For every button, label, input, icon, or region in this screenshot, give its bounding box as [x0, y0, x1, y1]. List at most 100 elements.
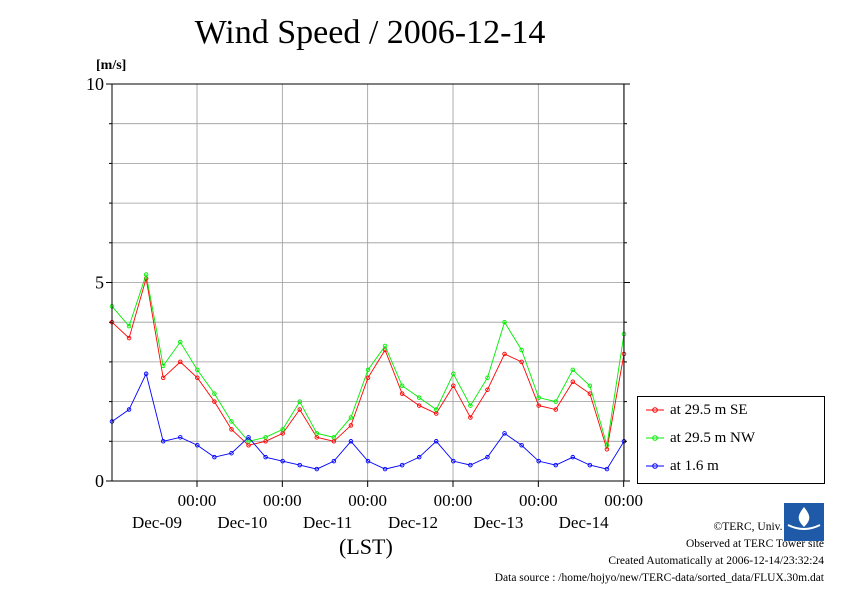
- series-point-2: [246, 435, 251, 440]
- credit-created: Created Automatically at 2006-12-14/23:3…: [608, 555, 824, 567]
- series-point-0: [126, 335, 132, 341]
- chart-title: Wind Speed / 2006-12-14: [194, 14, 546, 51]
- series-point-2: [604, 466, 610, 472]
- series-point-1: [280, 427, 285, 432]
- grid: [112, 84, 625, 481]
- series-point-1: [143, 272, 149, 277]
- series-point-2: [502, 431, 507, 436]
- legend-swatch-low: [646, 461, 664, 471]
- series-point-2: [331, 458, 337, 464]
- series-point-1: [519, 347, 524, 353]
- series-point-2: [178, 435, 183, 440]
- x-tick-time-label: 00:00: [263, 491, 302, 510]
- legend-item-se: at 29.5 m SE: [646, 400, 748, 420]
- y-axis-unit: [m/s]: [96, 58, 127, 73]
- series-point-1: [570, 367, 576, 373]
- series-point-2: [280, 458, 285, 464]
- series-point-1: [297, 399, 302, 404]
- x-tick-time-label: 00:00: [178, 491, 217, 510]
- series-point-1: [126, 323, 132, 329]
- legend-swatch-se: [646, 405, 664, 415]
- series-point-1: [587, 383, 593, 388]
- x-tick-time-label: 00:00: [434, 491, 473, 510]
- series-point-1: [485, 375, 490, 381]
- series-point-2: [399, 462, 405, 468]
- x-tick-time-label: 00:00: [604, 491, 643, 510]
- series-point-0: [468, 415, 473, 420]
- series-point-0: [416, 403, 422, 408]
- series-point-2: [314, 466, 320, 472]
- x-tick-time-label: 00:00: [519, 491, 558, 510]
- legend-item-low: at 1.6 m: [646, 456, 719, 476]
- legend-label-nw: at 29.5 m NW: [670, 429, 755, 446]
- series-2: [109, 371, 627, 472]
- series-point-1: [212, 391, 217, 396]
- series-point-0: [195, 375, 200, 381]
- legend: at 29.5 m SE at 29.5 m NW at 1.6 m: [637, 396, 825, 484]
- series-point-2: [536, 458, 541, 464]
- series-point-0: [365, 375, 371, 381]
- series-point-2: [434, 439, 439, 444]
- series-point-2: [365, 458, 371, 464]
- x-tick-date-label: Dec-13: [473, 513, 523, 532]
- legend-label-se: at 29.5 m SE: [670, 401, 748, 418]
- y-tick-label: 5: [95, 273, 104, 293]
- series-point-1: [536, 395, 541, 400]
- series-point-1: [434, 407, 439, 412]
- series-point-1: [502, 319, 507, 325]
- series-point-2: [143, 371, 149, 377]
- series-point-2: [160, 439, 166, 444]
- series-point-0: [212, 399, 217, 404]
- series-line-0: [111, 278, 625, 450]
- series-point-1: [468, 403, 473, 408]
- series-point-2: [451, 458, 456, 464]
- series-point-1: [553, 399, 558, 404]
- series-point-0: [485, 387, 490, 392]
- series-point-0: [451, 383, 456, 388]
- series-point-2: [212, 454, 217, 460]
- series-point-0: [229, 427, 234, 432]
- series-point-0: [399, 391, 405, 396]
- series-point-0: [160, 375, 166, 381]
- y-tick-label: 10: [86, 74, 104, 94]
- axes: 051000:00Dec-0900:00Dec-1000:00Dec-1100:…: [86, 74, 643, 532]
- series-point-1: [314, 431, 320, 436]
- credit-source: Data source : /home/hojyo/new/TERC-data/…: [494, 572, 824, 584]
- legend-swatch-nw: [646, 433, 664, 443]
- x-tick-date-label: Dec-14: [559, 513, 610, 532]
- terc-logo: [784, 503, 824, 541]
- series-point-2: [587, 462, 593, 468]
- series-point-2: [570, 454, 576, 460]
- x-tick-date-label: Dec-11: [303, 513, 352, 532]
- series-point-1: [604, 443, 610, 448]
- series-point-2: [382, 466, 388, 472]
- x-tick-time-label: 00:00: [348, 491, 387, 510]
- credit-copyright: ©TERC, Univ. Tsukuba: [713, 521, 824, 533]
- credits: ©TERC, Univ. Tsukuba Observed at TERC To…: [495, 519, 824, 587]
- series-point-0: [553, 407, 558, 412]
- series-point-2: [263, 454, 268, 460]
- series-group: [109, 272, 627, 472]
- series-point-1: [160, 363, 166, 369]
- x-tick-date-label: Dec-12: [388, 513, 438, 532]
- series-point-1: [348, 415, 354, 420]
- series-point-1: [331, 435, 337, 440]
- series-point-1: [416, 395, 422, 400]
- series-point-0: [536, 403, 541, 408]
- series-point-2: [416, 454, 422, 460]
- series-point-2: [485, 454, 490, 460]
- series-point-2: [297, 462, 302, 468]
- series-point-0: [502, 351, 507, 357]
- x-axis-label: (LST): [339, 534, 393, 559]
- series-point-2: [348, 439, 354, 444]
- legend-label-low: at 1.6 m: [670, 457, 719, 474]
- series-point-2: [126, 407, 132, 412]
- series-point-1: [451, 371, 456, 377]
- series-line-1: [111, 274, 625, 446]
- series-point-0: [519, 359, 524, 365]
- series-point-2: [468, 462, 473, 468]
- series-point-2: [553, 462, 558, 468]
- series-point-0: [587, 391, 593, 396]
- legend-item-nw: at 29.5 m NW: [646, 428, 755, 448]
